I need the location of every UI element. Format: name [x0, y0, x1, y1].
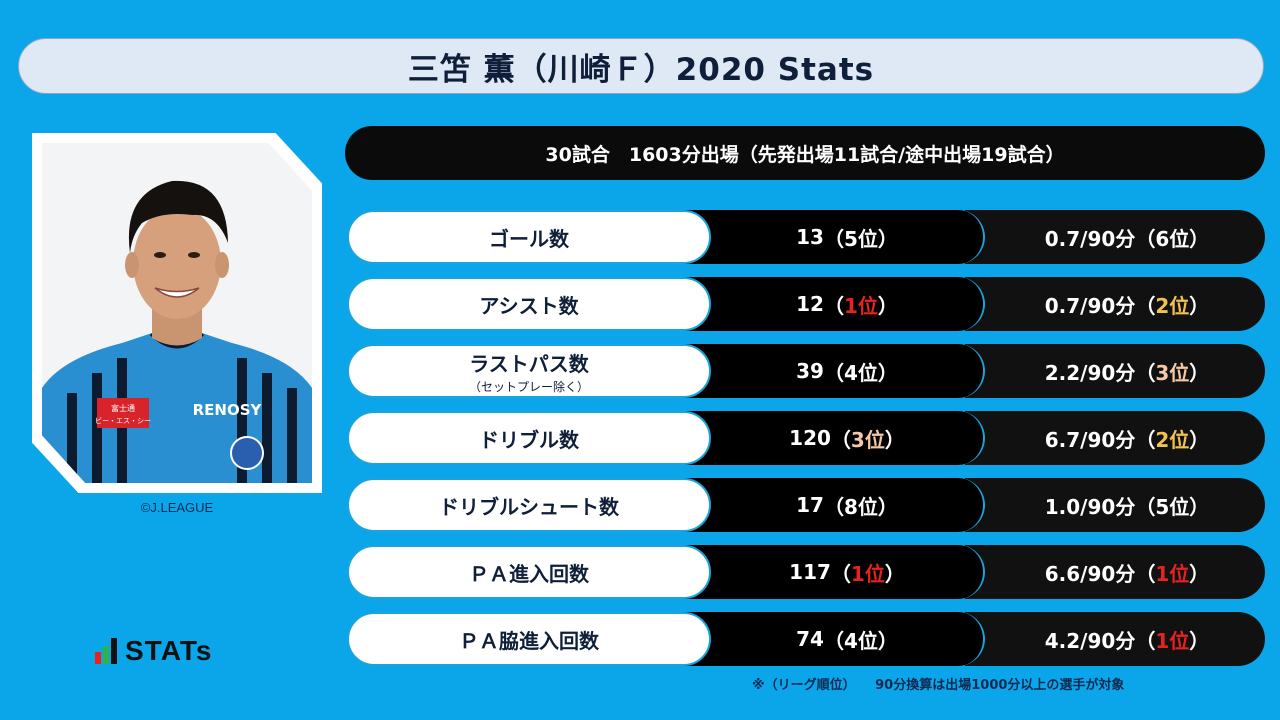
total-cell: 13 （5位） [675, 210, 985, 264]
stat-label-cell: アシスト数 [347, 277, 711, 331]
player-portrait-icon: 富士通 ビー・エス・シー RENOSY [42, 180, 312, 483]
stat-label: ドリブルシュート数 [439, 494, 619, 519]
per90-cell: 0.7/90分（6位） [965, 210, 1265, 264]
stat-label-cell: ゴール数 [347, 210, 711, 264]
stat-label-cell: ＰＡ脇進入回数 [347, 612, 711, 666]
stat-row: 6.7/90分（2位） 120 （3位） ドリブル数 [345, 411, 1265, 465]
stat-label-cell: ドリブル数 [347, 411, 711, 465]
photo-copyright: ©J.LEAGUE [140, 500, 214, 515]
stats-logo: STATs [95, 635, 213, 666]
stat-row: 0.7/90分（6位） 13 （5位） ゴール数 [345, 210, 1265, 264]
svg-text:ビー・エス・シー: ビー・エス・シー [95, 416, 151, 425]
stat-label-cell: ラストパス数 （セットプレー除く） [347, 344, 711, 398]
stat-label: ＰＡ進入回数 [469, 561, 589, 586]
svg-text:RENOSY: RENOSY [193, 401, 263, 419]
stat-label: ラストパス数 [469, 351, 589, 376]
total-cell: 17 （8位） [675, 478, 985, 532]
appearance-summary: 30試合 1603分出場（先発出場11試合/途中出場19試合） [345, 126, 1265, 180]
footnote: ※（リーグ順位） 90分換算は出場1000分以上の選手が対象 [752, 678, 1125, 693]
logo-text: STATs [125, 635, 213, 666]
title-bar: 三笘 薫（川崎Ｆ）2020 Stats [18, 38, 1264, 94]
stat-row: 2.2/90分（3位） 39 （4位） ラストパス数 （セットプレー除く） [345, 344, 1265, 398]
stat-row: 1.0/90分（5位） 17 （8位） ドリブルシュート数 [345, 478, 1265, 532]
per90-cell: 0.7/90分（2位） [965, 277, 1265, 331]
per90-cell: 6.7/90分（2位） [965, 411, 1265, 465]
per90-cell: 6.6/90分（1位） [965, 545, 1265, 599]
logo-bars-icon [95, 638, 117, 664]
page-title: 三笘 薫（川崎Ｆ）2020 Stats [407, 51, 875, 88]
stat-row: 0.7/90分（2位） 12 （1位） アシスト数 [345, 277, 1265, 331]
per90-cell: 4.2/90分（1位） [965, 612, 1265, 666]
total-cell: 74 （4位） [675, 612, 985, 666]
stat-label: ＰＡ脇進入回数 [459, 628, 599, 653]
stat-label-cell: ドリブルシュート数 [347, 478, 711, 532]
stat-sublabel: （セットプレー除く） [468, 379, 589, 394]
svg-text:富士通: 富士通 [111, 403, 135, 413]
stat-row: 6.6/90分（1位） 117 （1位） ＰＡ進入回数 [345, 545, 1265, 599]
player-photo: 富士通 ビー・エス・シー RENOSY [42, 143, 312, 483]
per90-cell: 2.2/90分（3位） [965, 344, 1265, 398]
stat-label-cell: ＰＡ進入回数 [347, 545, 711, 599]
per90-cell: 1.0/90分（5位） [965, 478, 1265, 532]
stat-label: ゴール数 [489, 226, 569, 251]
total-cell: 12 （1位） [675, 277, 985, 331]
player-photo-frame: 富士通 ビー・エス・シー RENOSY [32, 133, 322, 493]
total-cell: 120 （3位） [675, 411, 985, 465]
stat-label: ドリブル数 [479, 427, 579, 452]
total-cell: 117 （1位） [675, 545, 985, 599]
stat-label: アシスト数 [479, 293, 579, 318]
stat-row: 4.2/90分（1位） 74 （4位） ＰＡ脇進入回数 [345, 612, 1265, 666]
total-cell: 39 （4位） [675, 344, 985, 398]
